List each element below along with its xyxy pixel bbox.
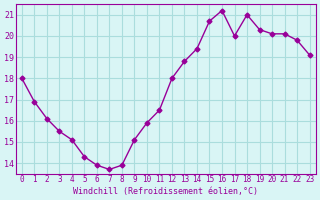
X-axis label: Windchill (Refroidissement éolien,°C): Windchill (Refroidissement éolien,°C) xyxy=(73,187,258,196)
